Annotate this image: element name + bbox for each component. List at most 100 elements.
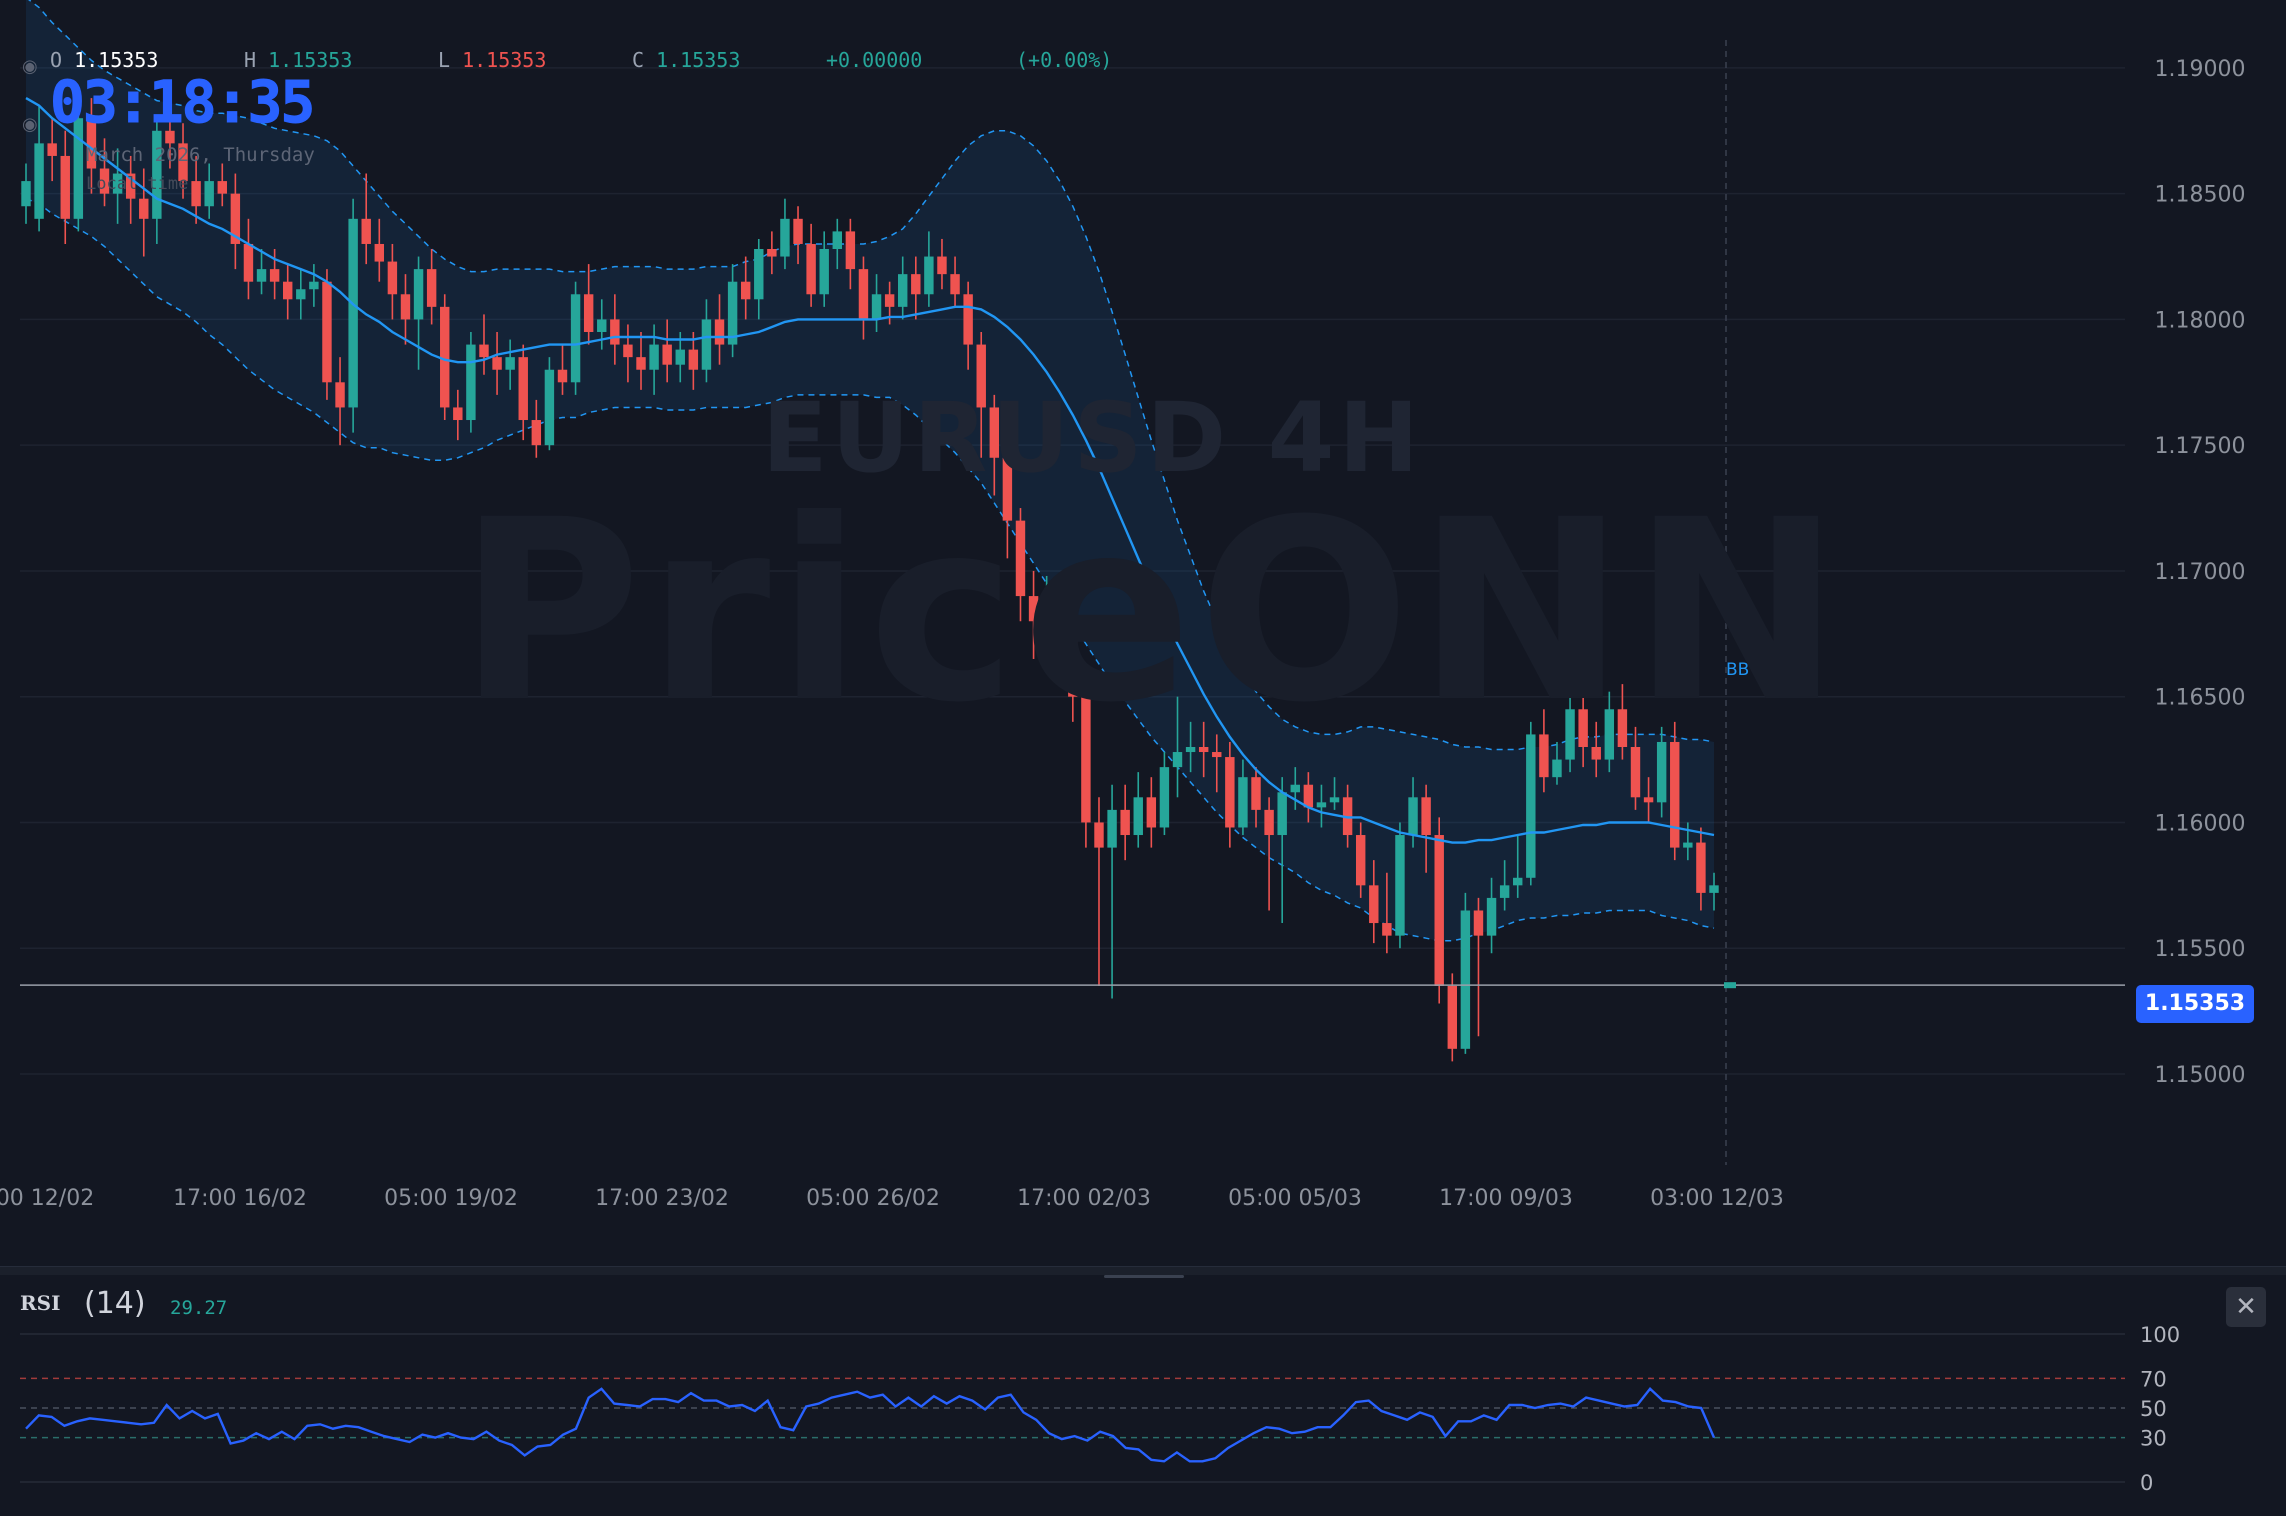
candle-body	[1670, 741, 1680, 848]
candle-body	[898, 274, 908, 307]
x-tick-label: 05:00 26/02	[806, 1186, 940, 1211]
candle-body	[623, 344, 633, 358]
candle-body	[1290, 784, 1300, 793]
candle-body	[1225, 757, 1235, 828]
candle-body	[204, 181, 214, 207]
candle-body	[819, 249, 829, 295]
pane-divider[interactable]	[0, 1266, 2286, 1275]
candle-body	[21, 181, 31, 207]
x-tick-label: 05:00 19/02	[384, 1186, 518, 1211]
y-tick-label: 1.17000	[2155, 560, 2246, 585]
candle-body	[1146, 797, 1157, 828]
candle-body	[413, 269, 424, 320]
rsi-tick-label: 0	[2140, 1471, 2153, 1495]
candle-body	[871, 294, 882, 320]
y-tick-label: 1.18500	[2155, 183, 2246, 208]
rsi-tick-label: 30	[2140, 1427, 2167, 1451]
candle-body	[924, 256, 934, 295]
candle-body	[1395, 835, 1405, 936]
candle-body	[1526, 734, 1536, 878]
rsi-chart[interactable]: 100 70 50 30 0	[0, 1272, 2286, 1516]
eye-icon[interactable]: ◉	[22, 56, 38, 77]
candle-body	[806, 243, 816, 295]
last-price-candle	[1724, 982, 1736, 989]
candle-body	[1028, 596, 1039, 622]
candle-body	[976, 344, 986, 408]
symbol-watermark: EURUSD 4H	[762, 382, 1423, 494]
x-tick-label: 00 12/02	[0, 1186, 94, 1211]
candle-body	[361, 218, 371, 244]
y-tick-label: 1.16500	[2155, 686, 2246, 711]
high-value: H 1.15353	[244, 48, 353, 72]
candle-body	[1539, 734, 1549, 778]
candle-body	[492, 357, 502, 370]
candle-body	[178, 143, 188, 182]
y-tick-label: 1.15500	[2155, 937, 2246, 962]
x-tick-label: 17:00 23/02	[595, 1186, 729, 1211]
candle-body	[282, 281, 293, 300]
candle-body	[1081, 696, 1091, 823]
candle-body	[1486, 897, 1497, 936]
candle-body	[1630, 747, 1641, 798]
candle-body	[479, 344, 489, 358]
bb-upper	[28, 0, 1715, 751]
candle-body	[466, 344, 476, 421]
eye-icon[interactable]: ◉	[22, 114, 38, 135]
candle-body	[675, 349, 685, 365]
candle-body	[1329, 797, 1340, 803]
candle-body	[400, 294, 411, 320]
candle-body	[570, 294, 581, 383]
candle-body	[73, 118, 84, 219]
candle-body	[911, 274, 921, 295]
candle-body	[1277, 792, 1287, 836]
bb-indicator-label: BB	[1726, 660, 1750, 680]
y-tick-label: 1.15000	[2155, 1063, 2246, 1088]
candle-body	[1041, 596, 1052, 622]
candle-body	[426, 269, 437, 307]
candle-body	[1055, 596, 1065, 634]
candle-body	[256, 269, 267, 282]
candle-body	[1238, 777, 1248, 828]
close-icon[interactable]: ✕	[2226, 1287, 2266, 1327]
rsi-tick-label: 70	[2140, 1367, 2167, 1391]
candle-body	[610, 319, 620, 345]
candle-body	[1683, 842, 1693, 848]
x-tick-label: 17:00 16/02	[173, 1186, 307, 1211]
candle-body	[139, 198, 149, 219]
candle-body	[1460, 910, 1471, 1049]
x-tick-label: 17:00 02/03	[1017, 1186, 1151, 1211]
candle-body	[937, 256, 947, 275]
candle-body	[583, 294, 594, 332]
candle-body	[1133, 797, 1143, 836]
candle-body	[1696, 842, 1706, 893]
candle-body	[1212, 752, 1222, 758]
candle-body	[99, 168, 110, 194]
candle-body	[793, 218, 803, 244]
candle-body	[1591, 747, 1601, 760]
rsi-value: 29.27	[170, 1297, 228, 1319]
candle-body	[1382, 923, 1392, 936]
candle-body	[688, 349, 699, 370]
candle-body	[505, 357, 515, 370]
rsi-tick-label: 50	[2140, 1397, 2167, 1421]
candle-body	[1434, 835, 1444, 986]
candle-body	[1473, 910, 1484, 936]
candle-body	[1617, 709, 1628, 747]
candle-body	[1408, 797, 1418, 836]
candle-body	[309, 281, 319, 290]
change-percent: (+0.00%)	[1016, 48, 1113, 72]
candle-body	[754, 249, 764, 300]
candle-body	[1198, 747, 1209, 753]
candle-body	[531, 420, 542, 446]
candle-body	[112, 173, 123, 194]
y-tick-label: 1.17500	[2155, 434, 2246, 459]
change-value: +0.00000	[826, 48, 923, 72]
candle-body	[243, 243, 254, 282]
pane-resize-handle[interactable]	[1104, 1275, 1184, 1278]
candle-body	[217, 181, 227, 194]
candle-body	[1513, 877, 1523, 886]
close-value: C 1.15353	[632, 48, 741, 72]
candle-body	[440, 306, 450, 408]
price-chart[interactable]: 1.19000 1.18500 1.18000 1.17500 1.17000 1.165…	[0, 0, 2286, 1266]
candle-body	[296, 289, 306, 300]
